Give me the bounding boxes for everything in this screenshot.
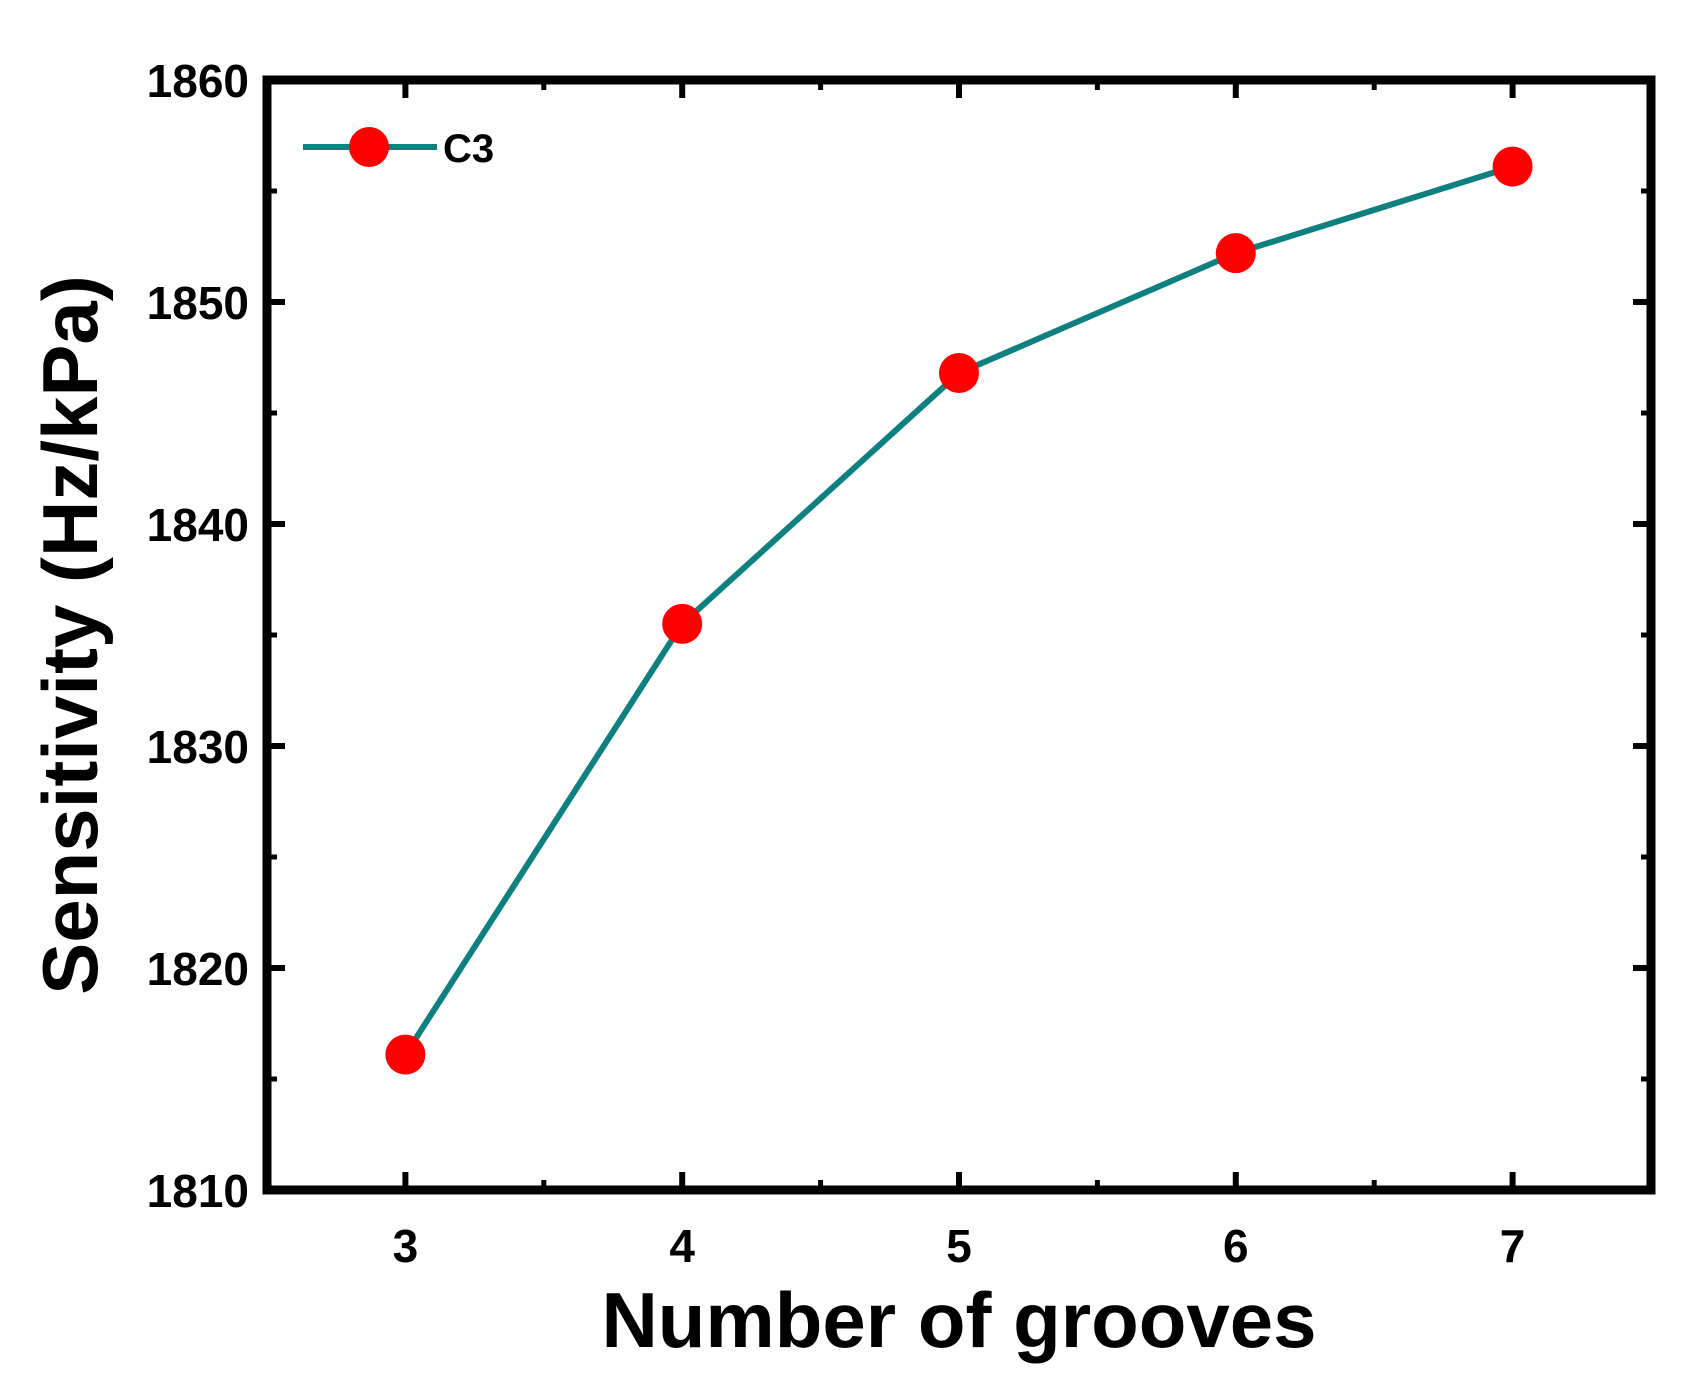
plot-frame	[262, 75, 1656, 1195]
data-point	[939, 353, 979, 394]
x-axis-label: Number of grooves	[601, 1276, 1316, 1364]
y-axis-label: Sensitivity (Hz/kPa)	[26, 275, 114, 995]
legend-marker	[349, 127, 389, 167]
x-tick-label: 7	[1500, 1220, 1526, 1272]
x-tick-label: 4	[669, 1220, 695, 1272]
y-ticks	[267, 77, 1651, 1193]
data-point	[662, 603, 703, 644]
data-point	[1215, 233, 1256, 274]
legend-label: C3	[443, 127, 494, 171]
x-tick-label: 3	[393, 1220, 419, 1272]
legend: C3	[303, 127, 494, 171]
series-layer	[385, 146, 1533, 1075]
y-tick-label: 1820	[147, 943, 249, 995]
y-tick-label: 1840	[147, 499, 249, 551]
x-tick-label: 6	[1223, 1220, 1249, 1272]
data-point	[385, 1034, 426, 1075]
x-ticks	[402, 80, 1516, 1190]
y-tick-label: 1850	[147, 277, 249, 329]
y-tick-label: 1810	[147, 1165, 249, 1217]
y-tick-label: 1830	[147, 721, 249, 773]
x-tick-label: 5	[946, 1220, 972, 1272]
series-line-C3	[402, 163, 1514, 1057]
y-tick-labels: 1810 1820 1830 1840 1850 1860	[147, 55, 249, 1217]
data-point	[1492, 146, 1533, 187]
y-tick-label: 1860	[147, 55, 249, 107]
x-tick-labels: 3 4 5 6 7	[393, 1220, 1526, 1272]
